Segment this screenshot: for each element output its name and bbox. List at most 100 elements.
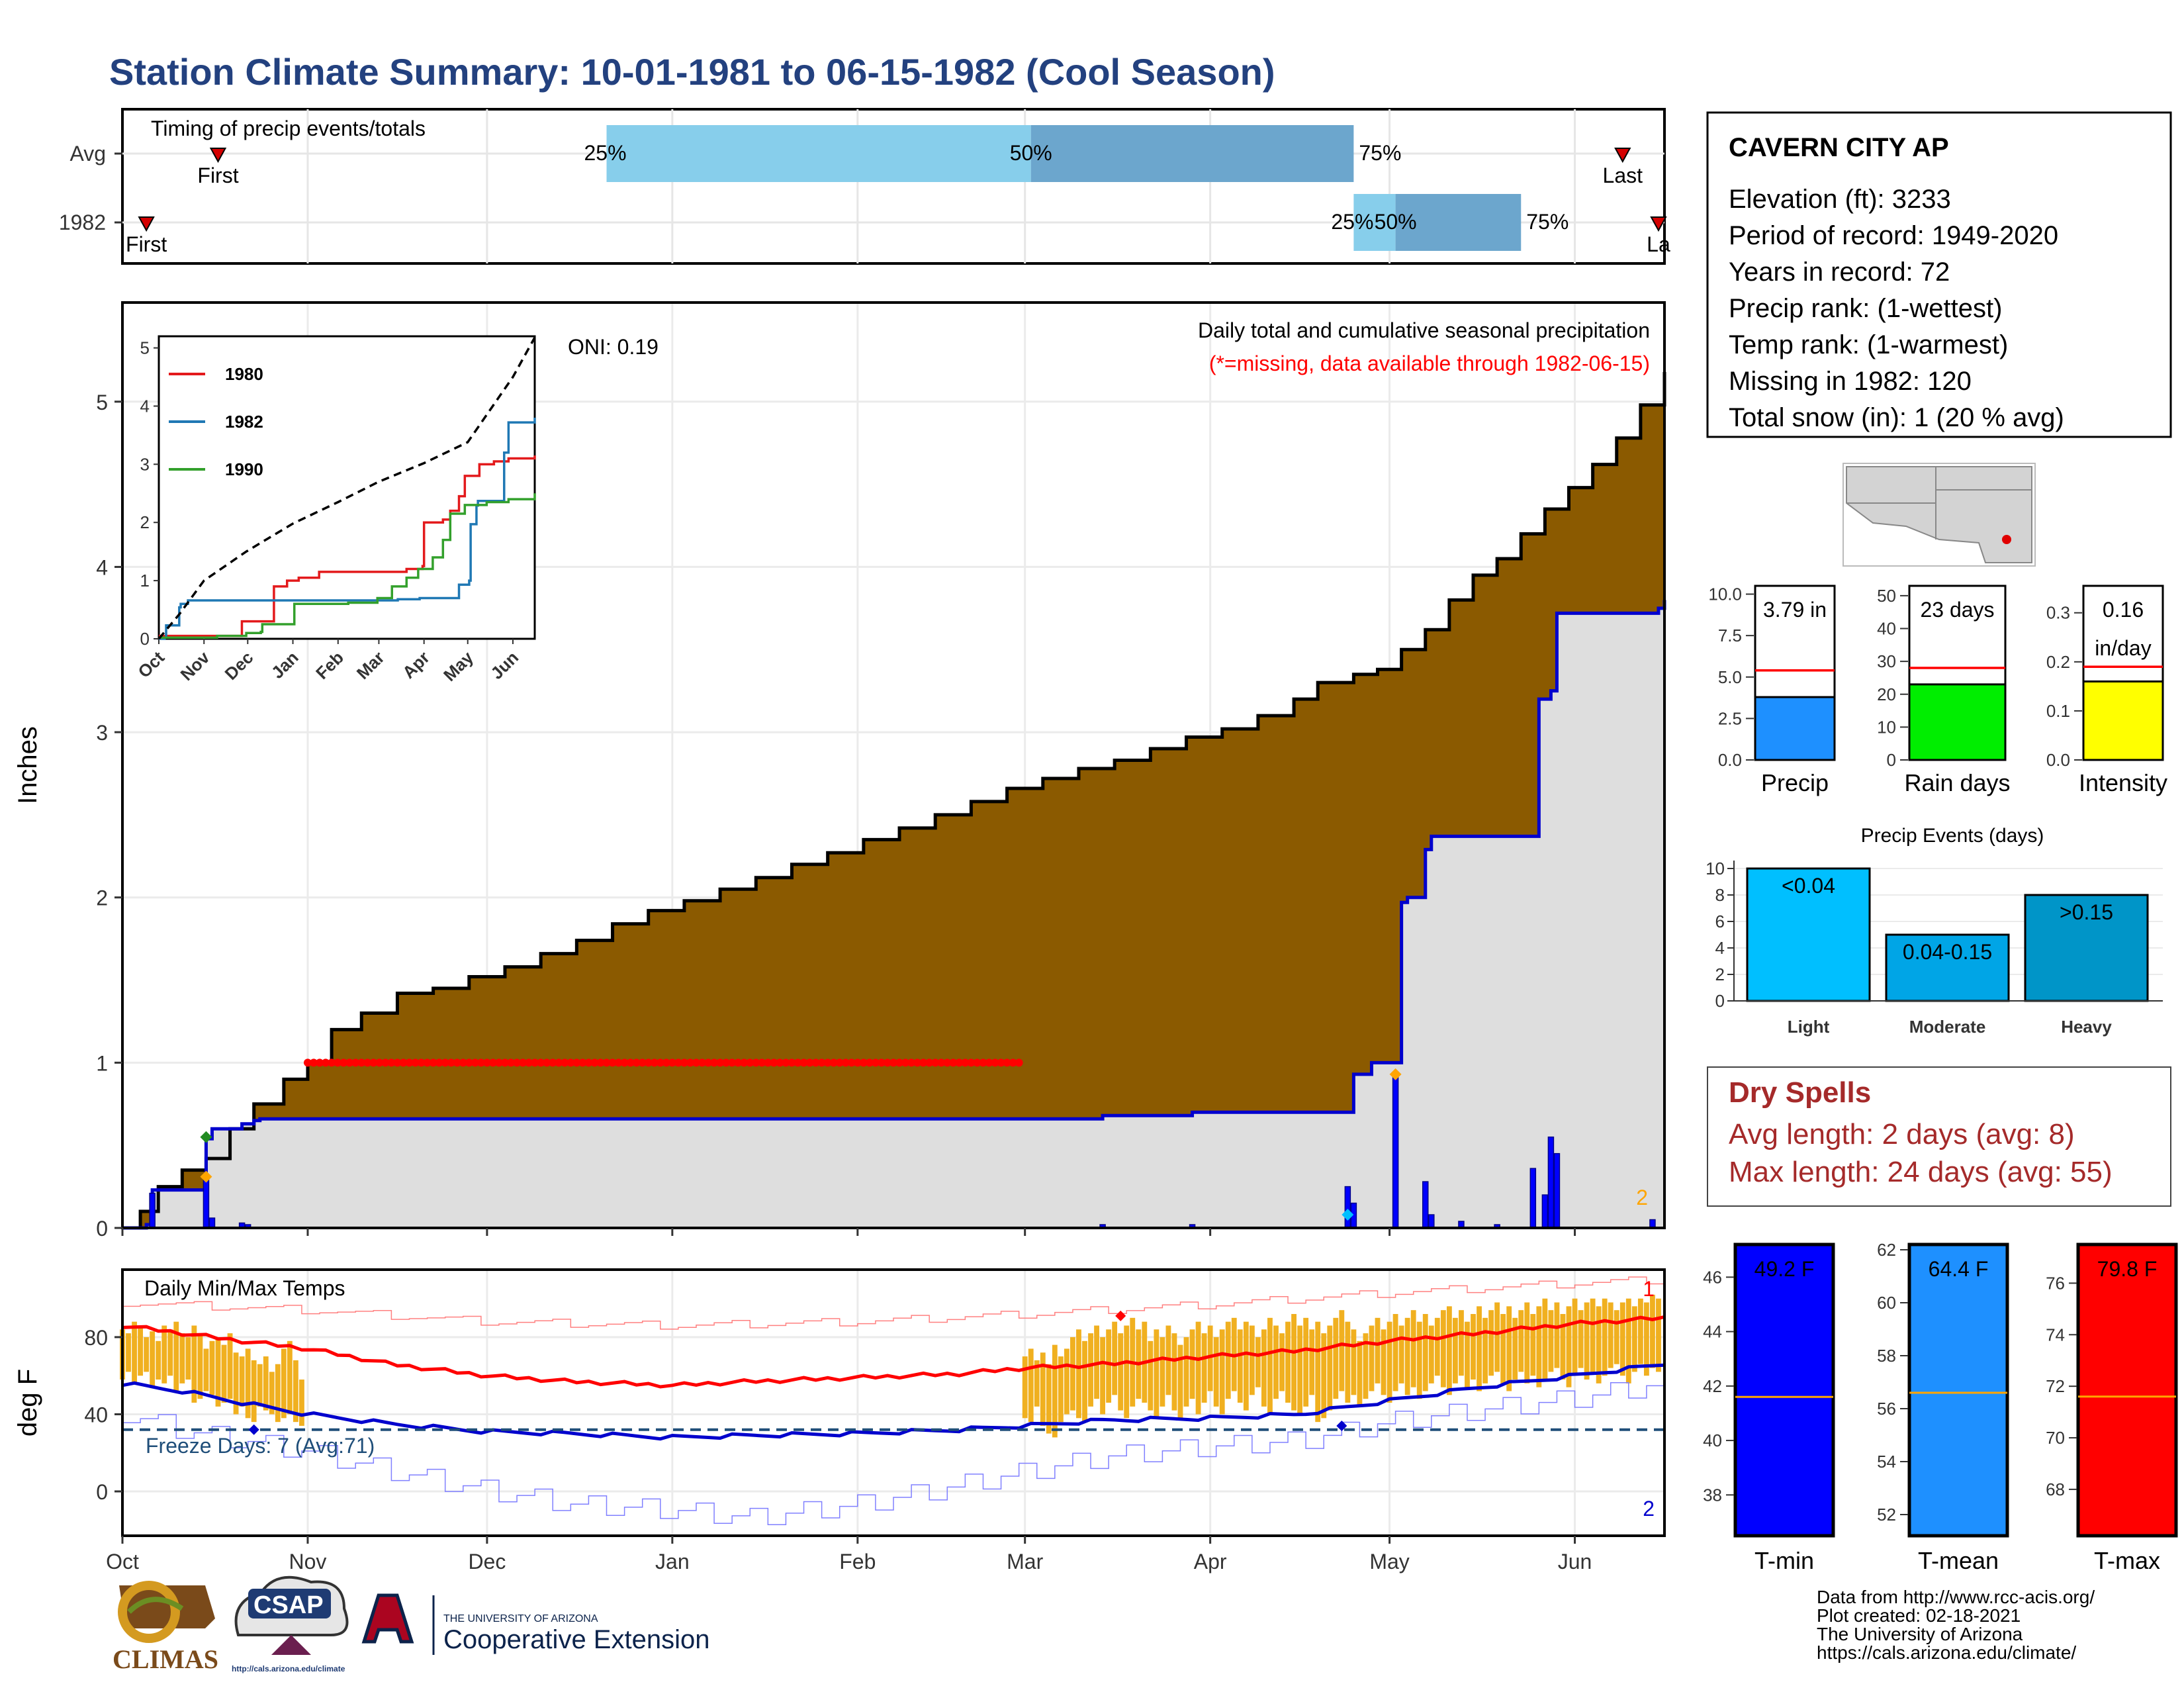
- missing-day-marker: [722, 1058, 731, 1067]
- daily-temp-range-bar: [185, 1336, 191, 1380]
- daily-temp-range-bar: [1602, 1298, 1608, 1376]
- daily-temp-range-bar: [227, 1333, 233, 1399]
- missing-day-marker: [823, 1058, 832, 1067]
- missing-day-marker: [811, 1058, 820, 1067]
- daily-temp-range-bar: [1392, 1314, 1398, 1391]
- missing-day-marker: [662, 1058, 670, 1067]
- daily-temp-range-bar: [1171, 1333, 1177, 1411]
- missing-day-marker: [345, 1058, 354, 1067]
- daily-temp-range-bar: [1482, 1317, 1488, 1383]
- precip-y-tick-label: 5: [96, 391, 108, 414]
- daily-temp-range-bar: [287, 1340, 293, 1415]
- map-region: [1846, 466, 2032, 563]
- events-bar-label: >0.15: [2060, 900, 2113, 924]
- daily-temp-range-bar: [215, 1336, 221, 1407]
- timing-q75-label: 75%: [1526, 210, 1569, 234]
- daily-temp-range-bar: [1070, 1336, 1075, 1411]
- metric-value-label: 3.79 in: [1763, 598, 1827, 622]
- temp-avg-y-tick-label: 60: [1877, 1293, 1896, 1313]
- missing-day-marker: [375, 1058, 384, 1067]
- daily-precip-bar: [1392, 1074, 1399, 1229]
- daily-precip-bar: [208, 1217, 216, 1229]
- events-y-tick-label: 4: [1715, 938, 1725, 958]
- missing-day-marker: [334, 1058, 342, 1067]
- cumulative-1982-line: [122, 600, 1666, 1230]
- metric-y-tick-label: 0.0: [1718, 750, 1742, 770]
- temp-avg-y-tick-label: 40: [1703, 1430, 1722, 1450]
- daily-temp-range-bar: [1022, 1356, 1028, 1419]
- daily-temp-range-bar: [1213, 1336, 1219, 1407]
- daily-temp-range-bar: [299, 1380, 304, 1426]
- daily-precip-bar: [149, 1192, 156, 1229]
- missing-day-marker: [309, 1058, 318, 1067]
- daily-temp-range-bar: [1339, 1310, 1345, 1391]
- precip-cyan-marker: [1342, 1209, 1354, 1221]
- daily-temp-range-bar: [1554, 1302, 1560, 1368]
- daily-temp-range-bar: [1477, 1306, 1482, 1391]
- missing-day-marker: [328, 1058, 336, 1067]
- metric-y-tick-label: 2.5: [1718, 708, 1742, 728]
- missing-day-marker: [322, 1058, 330, 1067]
- temp-blue-marker: [248, 1424, 259, 1435]
- temp-avg-value-label: 64.4 F: [1929, 1257, 1989, 1281]
- temp-avg-bar: [1907, 1243, 2009, 1538]
- missing-day-marker: [351, 1058, 360, 1067]
- missing-day-marker: [782, 1058, 790, 1067]
- missing-day-marker: [776, 1058, 784, 1067]
- daily-temp-range-bar: [1243, 1321, 1249, 1411]
- daily-temp-range-bar: [1440, 1310, 1446, 1387]
- info-line: Total snow (in): 1 (20 % avg): [1729, 403, 2064, 432]
- daily-temp-range-bar: [1452, 1317, 1458, 1383]
- missing-day-marker: [578, 1058, 587, 1067]
- temps-header: Daily Min/Max Temps: [144, 1276, 345, 1300]
- timing-bar-q50-q75: [1030, 125, 1354, 182]
- daily-temp-range-bar: [1058, 1356, 1064, 1423]
- missing-day-marker: [620, 1058, 629, 1067]
- logos: CLIMAS CSAP http://cals.arizona.edu/clim…: [113, 1575, 709, 1674]
- daily-temp-range-bar: [1160, 1336, 1165, 1407]
- csap-logo: CSAP http://cals.arizona.edu/climate: [232, 1575, 349, 1673]
- missing-day-marker: [626, 1058, 635, 1067]
- missing-day-marker: [537, 1058, 545, 1067]
- timing-row-label: 1982: [59, 211, 106, 234]
- missing-day-marker: [584, 1058, 593, 1067]
- daily-temp-range-bar: [1416, 1321, 1422, 1399]
- timing-last-marker: [1614, 148, 1631, 164]
- daily-temp-range-bar: [1656, 1298, 1661, 1372]
- temp-avg-y-tick-label: 62: [1877, 1240, 1896, 1260]
- daily-temp-range-bar: [156, 1340, 161, 1380]
- missing-day-marker: [393, 1058, 402, 1067]
- missing-day-marker: [602, 1058, 611, 1067]
- missing-day-marker: [841, 1058, 850, 1067]
- info-line: Period of record: 1949-2020: [1729, 221, 2058, 250]
- metric-y-tick-label: 7.5: [1718, 626, 1742, 645]
- temp-avg-label: T-max: [2094, 1547, 2160, 1574]
- missing-day-marker: [919, 1058, 928, 1067]
- daily-temp-range-bar: [1183, 1336, 1189, 1407]
- daily-temp-range-bar: [1297, 1325, 1303, 1415]
- daily-temp-range-bar: [1273, 1325, 1279, 1399]
- missing-day-marker: [859, 1058, 868, 1067]
- daily-temp-range-bar: [1034, 1360, 1040, 1407]
- freeze-days-label: Freeze Days: 7 (Avg:71): [146, 1434, 375, 1458]
- daily-temp-range-bar: [1459, 1310, 1464, 1376]
- missing-day-marker: [967, 1058, 976, 1067]
- timing-first-label: First: [126, 232, 167, 256]
- daily-temp-range-bar: [1064, 1348, 1069, 1415]
- daily-temp-range-bar: [1052, 1344, 1058, 1438]
- missing-day-marker: [608, 1058, 617, 1067]
- daily-temp-range-bar: [1369, 1325, 1375, 1391]
- locator-map: [1843, 463, 2036, 567]
- temps-y-axis-label: deg F: [13, 1369, 42, 1436]
- daily-temp-range-bar: [1524, 1302, 1530, 1383]
- precip-y-tick-label: 0: [96, 1217, 108, 1241]
- daily-temp-range-bar: [1625, 1298, 1631, 1383]
- missing-day-marker: [979, 1058, 987, 1067]
- daily-temp-range-bar: [1303, 1317, 1309, 1407]
- daily-temp-range-bar: [150, 1331, 156, 1387]
- missing-day-marker: [471, 1058, 479, 1067]
- daily-precip-bar: [1344, 1186, 1351, 1229]
- events-title: Precip Events (days): [1861, 825, 2044, 847]
- events-y-tick-label: 8: [1715, 885, 1725, 905]
